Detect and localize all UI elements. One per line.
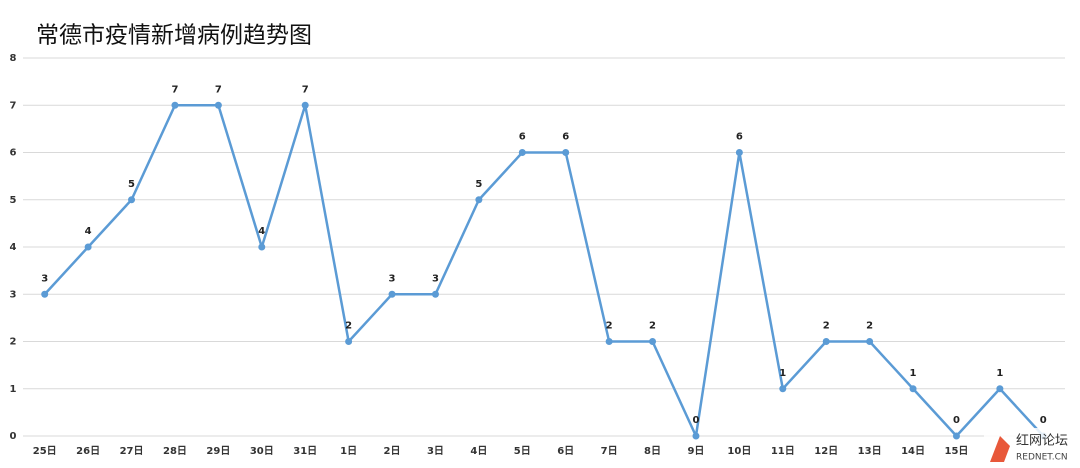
data-label: 3 [432, 273, 439, 284]
data-label: 2 [649, 321, 656, 332]
point [518, 149, 526, 156]
data-label: 7 [171, 84, 178, 95]
y-tick-label: 1 [10, 384, 17, 395]
point [996, 385, 1004, 393]
x-tick-label: 25日 [33, 445, 57, 457]
point [171, 101, 179, 109]
data-label: 6 [519, 132, 526, 143]
point [692, 432, 700, 440]
x-tick-label: 29日 [206, 445, 230, 457]
line [43, 104, 1045, 438]
x-tick-label: 2日 [384, 445, 401, 457]
x-tick-label: 26日 [76, 445, 100, 457]
point [822, 338, 830, 345]
point [649, 338, 657, 345]
point [301, 101, 309, 109]
y-tick-label: 2 [10, 337, 17, 348]
x-tick-label: 6日 [557, 445, 574, 457]
watermark-text: 红网论坛 [1016, 433, 1068, 449]
y-tick-label: 7 [10, 100, 17, 111]
x-tick-label: 14日 [901, 445, 925, 457]
data-label: 3 [389, 273, 396, 284]
x-tick-label: 31日 [293, 445, 317, 457]
y-tick-label: 8 [10, 53, 17, 64]
data-label: 7 [215, 84, 222, 95]
x-tick-label: 4日 [470, 445, 487, 457]
data-label: 0 [1040, 415, 1047, 426]
x-tick-label: 28日 [163, 445, 187, 457]
data-label: 0 [953, 415, 960, 426]
y-tick-label: 5 [10, 195, 17, 206]
x-tick-label: 8日 [644, 445, 661, 457]
data-label: 4 [85, 226, 92, 237]
watermark-logo [990, 436, 1010, 462]
point [128, 196, 136, 204]
point [475, 196, 483, 204]
data-label: 2 [866, 321, 873, 332]
watermark-subtext: REDNET.CN [1016, 453, 1068, 463]
x-tick-label: 3日 [427, 445, 444, 457]
point [605, 338, 613, 345]
x-tick-label: 30日 [250, 445, 274, 457]
point [562, 149, 570, 156]
point [909, 385, 917, 393]
y-tick-label: 4 [10, 242, 17, 253]
x-tick-label: 10日 [727, 445, 751, 457]
point [952, 432, 960, 440]
x-tick-label: 27日 [120, 445, 144, 457]
data-label: 0 [692, 415, 699, 426]
data-label: 6 [736, 132, 743, 143]
point [866, 338, 874, 345]
point [735, 149, 743, 156]
point [431, 290, 439, 298]
x-tick-label: 11日 [771, 445, 795, 457]
x-tick-label: 1日 [340, 445, 357, 457]
data-label: 6 [562, 132, 569, 143]
y-tick-label: 0 [10, 431, 17, 442]
x-tick-label: 15日 [944, 445, 968, 457]
data-label: 2 [345, 321, 352, 332]
x-tick-label: 13日 [858, 445, 882, 457]
x-tick-label: 9日 [687, 445, 704, 457]
point [779, 385, 787, 393]
x-tick-label: 7日 [601, 445, 618, 457]
point [41, 290, 49, 298]
point [388, 290, 396, 298]
data-label: 1 [910, 368, 917, 379]
data-label: 1 [779, 368, 786, 379]
x-tick-label: 12日 [814, 445, 838, 457]
data-label: 1 [996, 368, 1003, 379]
point [214, 101, 222, 109]
data-label: 4 [258, 226, 265, 237]
chart-title: 常德市疫情新增病例趋势图 [36, 23, 312, 49]
data-label: 7 [302, 84, 309, 95]
point [84, 243, 92, 251]
data-label: 3 [41, 273, 48, 284]
point [345, 338, 353, 345]
y-tick-label: 3 [10, 289, 17, 300]
data-label: 2 [823, 321, 830, 332]
y-tick-label: 6 [10, 148, 17, 159]
data-label: 5 [128, 179, 135, 190]
point [258, 243, 266, 251]
data-label: 2 [606, 321, 613, 332]
x-tick-label: 5日 [514, 445, 531, 457]
data-label: 5 [475, 179, 482, 190]
